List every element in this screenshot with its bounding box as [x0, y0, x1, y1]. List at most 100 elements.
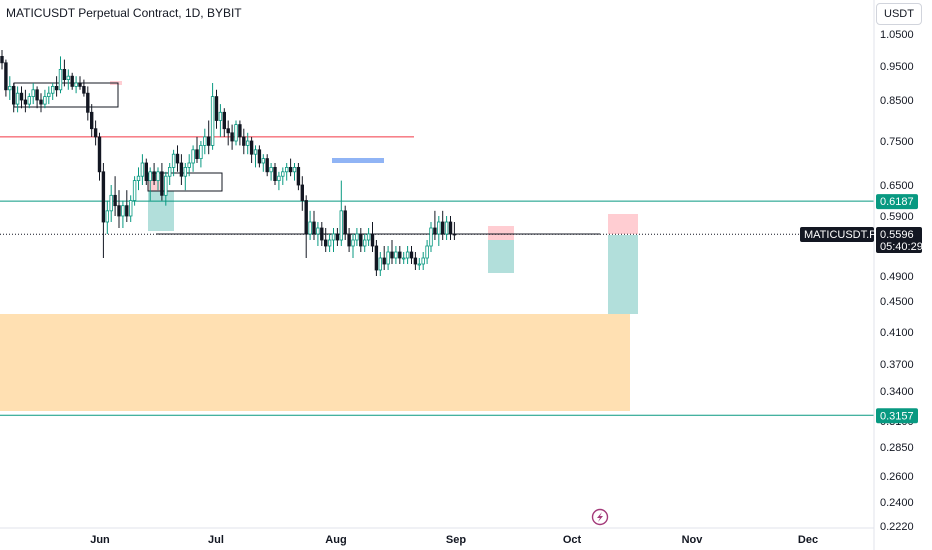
candle-body-20 — [78, 82, 82, 87]
level-tag-upper-text: 0.6187 — [880, 196, 914, 208]
candle-body-14 — [54, 86, 59, 91]
candle-body-42 — [164, 175, 168, 196]
candle-body-4 — [15, 92, 20, 105]
candle-body-52 — [203, 136, 207, 146]
candle-body-68 — [265, 158, 269, 173]
candle-body-1 — [4, 62, 8, 91]
candle-body-80 — [312, 221, 316, 235]
candle-body-38 — [148, 171, 152, 182]
candle-body-79 — [308, 221, 312, 235]
candle-body-69 — [269, 166, 273, 173]
candle-body-9 — [35, 89, 39, 101]
candle-body-112 — [437, 221, 441, 235]
candle-body-102 — [398, 251, 402, 259]
candle-body-82 — [320, 227, 324, 241]
candle-body-92 — [359, 233, 363, 247]
candle-body-21 — [82, 86, 86, 94]
candle-body-2 — [8, 86, 12, 91]
candle-body-93 — [362, 239, 367, 247]
candle-body-44 — [171, 153, 176, 168]
candle-body-17 — [66, 75, 70, 80]
candle-body-54 — [210, 96, 215, 146]
candle-body-104 — [405, 251, 410, 259]
candle-body-19 — [74, 82, 78, 87]
candle-body-34 — [132, 180, 137, 201]
candle-body-111 — [433, 227, 437, 235]
candle-body-91 — [355, 233, 359, 241]
candle-body-50 — [195, 149, 199, 160]
price-tick-5: 0.5900 — [880, 211, 914, 223]
candle-body-25 — [97, 136, 102, 173]
blue-marker — [332, 158, 384, 163]
time-tick-jul: Jul — [208, 534, 224, 546]
candle-body-5 — [19, 92, 24, 101]
symbol-tag: MATICUSDT.P — [800, 227, 877, 242]
candle-body-75 — [292, 166, 297, 173]
candle-body-64 — [249, 140, 254, 155]
currency-unit-label: USDT — [884, 8, 914, 20]
time-tick-oct: Oct — [563, 534, 582, 546]
candle-body-96 — [374, 245, 379, 271]
candle-body-76 — [296, 166, 301, 186]
candle-body-89 — [347, 233, 351, 247]
candle-body-73 — [284, 166, 289, 173]
candle-body-8 — [31, 89, 35, 98]
candle-body-22 — [86, 92, 90, 113]
candle-body-81 — [316, 227, 320, 235]
price-tick-2: 0.8500 — [880, 95, 914, 107]
time-tick-jun: Jun — [90, 534, 110, 546]
candle-body-11 — [43, 96, 47, 105]
candle-body-74 — [288, 166, 293, 173]
candle-body-53 — [206, 136, 211, 146]
candle-body-58 — [226, 128, 230, 134]
candle-body-59 — [230, 132, 234, 142]
symbol-tag-text: MATICUSDT.P — [804, 229, 877, 241]
candle-body-24 — [93, 128, 98, 138]
long-stop-zone — [608, 214, 638, 234]
time-axis[interactable]: Jun Jul Aug Sep Oct Nov Dec — [90, 534, 818, 546]
candle-body-62 — [242, 136, 246, 146]
price-axis[interactable]: 1.0500 0.9500 0.8500 0.7500 0.6500 0.5900 0.49… — [880, 29, 914, 533]
price-tick-14: 0.2400 — [880, 497, 914, 509]
candle-body-116 — [452, 233, 457, 236]
candle-body-41 — [160, 171, 164, 196]
candle-body-99 — [386, 251, 390, 265]
candle-body-3 — [11, 86, 16, 105]
candle-body-107 — [417, 263, 421, 266]
price-tick-12: 0.2850 — [880, 442, 914, 454]
candle-body-101 — [394, 251, 398, 259]
candle-body-26 — [101, 171, 106, 223]
candle-body-16 — [62, 69, 67, 81]
last-price-text: 0.5596 — [880, 229, 914, 241]
currency-unit-button[interactable]: USDT — [876, 3, 922, 25]
candle-body-72 — [281, 171, 285, 177]
candles-group — [0, 50, 457, 276]
last-price-tag: 0.5596 05:40:29 — [876, 227, 923, 253]
candle-body-100 — [390, 251, 394, 259]
candle-body-56 — [218, 111, 223, 121]
time-tick-aug: Aug — [325, 534, 346, 546]
candle-body-47 — [183, 166, 187, 177]
price-tick-15: 0.2220 — [880, 521, 914, 533]
candle-body-97 — [378, 257, 382, 271]
candle-body-13 — [51, 86, 55, 94]
candle-body-65 — [253, 149, 258, 155]
candle-body-67 — [261, 158, 265, 164]
candle-body-60 — [234, 124, 238, 142]
level-tag-lower-text: 0.3157 — [880, 410, 914, 422]
time-tick-dec: Dec — [798, 534, 818, 546]
candle-body-87 — [339, 210, 343, 241]
candle-body-84 — [327, 239, 332, 247]
candle-body-106 — [413, 257, 418, 265]
candle-body-83 — [323, 239, 328, 247]
candle-body-18 — [70, 75, 74, 87]
short-target-zone-2 — [488, 240, 514, 273]
long-target-zone — [608, 235, 638, 314]
candle-body-110 — [429, 227, 433, 247]
candle-body-105 — [409, 251, 414, 259]
candle-body-29 — [113, 194, 117, 207]
candle-body-98 — [382, 257, 386, 265]
candle-body-108 — [421, 257, 425, 265]
time-tick-sep: Sep — [446, 534, 466, 546]
